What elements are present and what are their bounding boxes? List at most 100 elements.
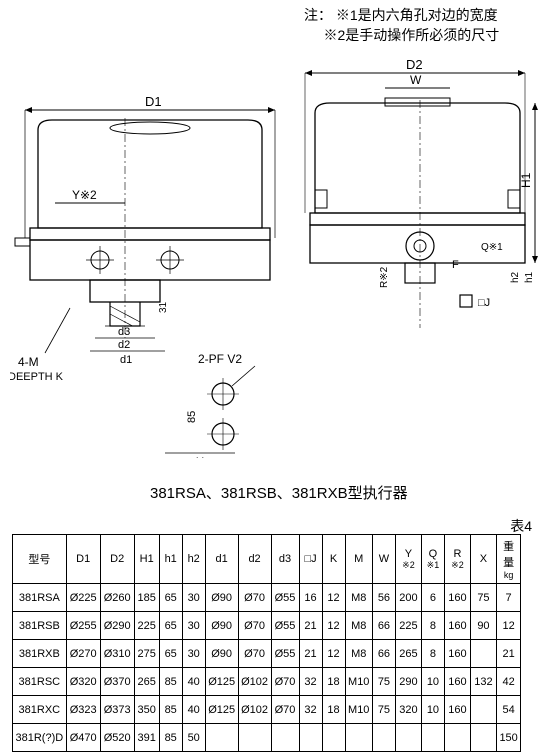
table-cell: 56 [372,584,395,612]
table-cell [322,724,345,752]
table-cell: 381RSA [13,584,67,612]
th-d1: D1 [66,535,100,584]
table-cell: 50 [182,724,205,752]
table-cell: 16 [299,584,322,612]
table-cell: 8 [421,640,444,668]
table-cell: 225 [134,612,159,640]
label-d1b: d1 [120,354,132,366]
table-cell: M8 [345,640,372,668]
th-r: R※2 [444,535,470,584]
spec-table: 型号 D1 D2 H1 h1 h2 d1 d2 d3 □J K M W Y※2 … [12,534,521,752]
table-cell: 65 [159,612,182,640]
table-cell: Ø90 [205,612,238,640]
table-cell: 21 [496,640,520,668]
label-4m: 4-M [18,355,39,369]
table-cell: 18 [322,696,345,724]
table-cell [271,724,299,752]
table-cell: Ø320 [66,668,100,696]
table-cell: Ø125 [205,668,238,696]
table-cell: Ø70 [271,668,299,696]
table-cell: 160 [444,696,470,724]
table-cell: Ø70 [238,584,271,612]
table-cell: 65 [159,584,182,612]
table-cell: Ø290 [100,612,134,640]
table-cell: 21 [299,612,322,640]
table-cell: Ø470 [66,724,100,752]
table-cell: 225 [395,612,421,640]
table-cell: 185 [134,584,159,612]
table-cell: Ø260 [100,584,134,612]
table-cell: Ø370 [100,668,134,696]
table-cell: 160 [444,584,470,612]
table-cell: 42 [496,668,520,696]
table-row: 381RSCØ320Ø3702658540Ø125Ø102Ø703218M107… [13,668,521,696]
table-cell [345,724,372,752]
table-cell: 40 [182,696,205,724]
table-cell: 150 [496,724,520,752]
label-q: Q※1 [481,242,503,253]
table-cell: 265 [134,668,159,696]
label-d2-top: D2 [406,58,423,72]
label-d3b: d3 [118,326,130,338]
table-cell [470,724,496,752]
table-cell: 6 [421,584,444,612]
th-type: 型号 [13,535,67,584]
table-cell: 381R(?)D [13,724,67,752]
label-85: 85 [186,411,198,423]
label-y: Y※2 [72,188,97,202]
table-cell: Ø90 [205,584,238,612]
label-h1: H1 [519,172,533,188]
label-d2b: d2 [118,339,130,351]
label-d1-top: D1 [145,94,162,109]
table-cell: 54 [496,696,520,724]
table-cell: Ø310 [100,640,134,668]
label-f: F [452,259,459,271]
table-cell: 18 [322,668,345,696]
table-cell: 160 [444,640,470,668]
table-cell: 12 [496,612,520,640]
th-d2: D2 [100,535,134,584]
th-h1: H1 [134,535,159,584]
table-cell: 381RXB [13,640,67,668]
table-row: 381RSAØ225Ø2601856530Ø90Ø70Ø551612M85620… [13,584,521,612]
table-cell: 200 [395,584,421,612]
label-h1s: h1 [524,271,535,283]
table-cell: 160 [444,668,470,696]
table-cell: M8 [345,612,372,640]
table-cell: Ø70 [271,696,299,724]
table-cell [421,724,444,752]
table-cell: 350 [134,696,159,724]
right-view: D2 W H1 □J F Q※1 R※2 h2 h1 [305,58,538,328]
table-cell: 275 [134,640,159,668]
table-cell [299,724,322,752]
table-cell: 265 [395,640,421,668]
table-cell: 65 [159,640,182,668]
page-title: 381RSA、381RSB、381RXB型执行器 [150,482,408,503]
table-cell: 8 [421,612,444,640]
table-cell [444,724,470,752]
table-cell: Ø323 [66,696,100,724]
label-31: 31 [158,301,169,313]
table-row: 381R(?)DØ470Ø5203918550150 [13,724,521,752]
table-cell: Ø55 [271,584,299,612]
table-cell [395,724,421,752]
notes-block: 注： ※1是内六角孔对边的宽度 ※2是手动操作所必须的尺寸 [304,6,499,45]
table-cell: Ø373 [100,696,134,724]
table-cell: 32 [299,696,322,724]
table-cell: 85 [159,668,182,696]
table-cell: Ø55 [271,612,299,640]
th-w: W [372,535,395,584]
th-d1b: d1 [205,535,238,584]
table-cell: 320 [395,696,421,724]
table-cell: 75 [470,584,496,612]
th-wt: 重量kg [496,535,520,584]
table-cell: 30 [182,640,205,668]
th-j: □J [299,535,322,584]
table-cell: Ø70 [238,612,271,640]
table-cell [470,696,496,724]
label-w: W [410,73,422,87]
th-m: M [345,535,372,584]
table-cell: Ø102 [238,696,271,724]
table-cell: 381RSB [13,612,67,640]
table-cell: 66 [372,612,395,640]
